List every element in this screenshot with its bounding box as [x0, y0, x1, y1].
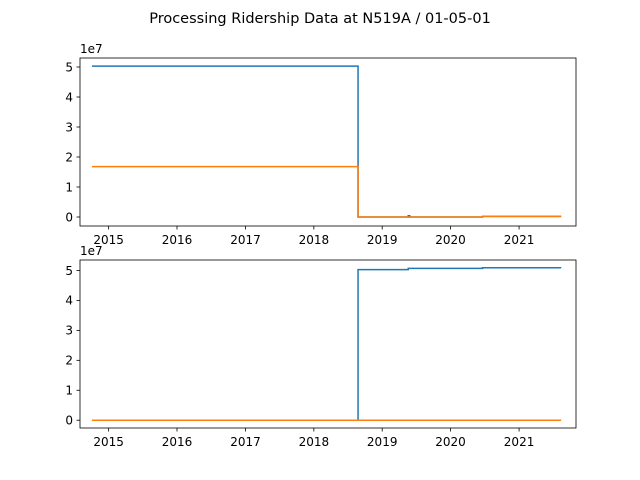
- x-tick-label: 2019: [367, 233, 398, 247]
- subplot-2: 2015 2016 2017 2018 2019 2020 2021 0 1 2 3 4 5 1e7: [65, 244, 577, 449]
- x-tick-label: 2017: [230, 233, 261, 247]
- axes-frame: [79, 57, 577, 227]
- y-scale-offset-label: 1e7: [80, 42, 103, 56]
- y-scale-offset-label: 1e7: [80, 244, 103, 258]
- y-tick-label: 3: [65, 120, 73, 134]
- y-tick-label: 2: [65, 150, 73, 164]
- x-tick-label: 2015: [93, 233, 124, 247]
- axes-frame: [79, 259, 577, 429]
- y-tick-label: 5: [65, 60, 73, 74]
- figure-title: Processing Ridership Data at N519A / 01-…: [149, 11, 491, 27]
- axes-root: 2015 2016 2017 2018 2019 2020 20210123451e7201…: [65, 42, 577, 449]
- y-tick-label: 0: [65, 210, 73, 224]
- x-tick-label: 2020: [435, 435, 466, 449]
- y-tick-label: 1: [65, 180, 73, 194]
- series-line-1: [91, 267, 562, 421]
- x-tick-label: 2018: [299, 233, 330, 247]
- y-tick-label: 4: [65, 90, 73, 104]
- x-tick-label: 2021: [504, 435, 535, 449]
- y-tick-label: 4: [65, 294, 73, 308]
- y-tick-label: 2: [65, 354, 73, 368]
- x-tick-label: 2016: [162, 435, 193, 449]
- x-tick-label: 2020: [435, 233, 466, 247]
- x-tick-label: 2017: [230, 435, 261, 449]
- x-tick-label: 2016: [162, 233, 193, 247]
- subplot-1: 2015 2016 2017 2018 2019 2020 2021 0 1 2 3 4 5 1e7: [65, 42, 577, 247]
- x-tick-label: 2015: [93, 435, 124, 449]
- x-tick-label: 2019: [367, 435, 398, 449]
- x-tick-label: 2021: [504, 233, 535, 247]
- y-tick-label: 1: [65, 384, 73, 398]
- y-tick-label: 3: [65, 324, 73, 338]
- series-line-2: [91, 165, 562, 218]
- y-tick-label: 5: [65, 264, 73, 278]
- y-tick-label: 0: [65, 414, 73, 428]
- x-tick-label: 2018: [299, 435, 330, 449]
